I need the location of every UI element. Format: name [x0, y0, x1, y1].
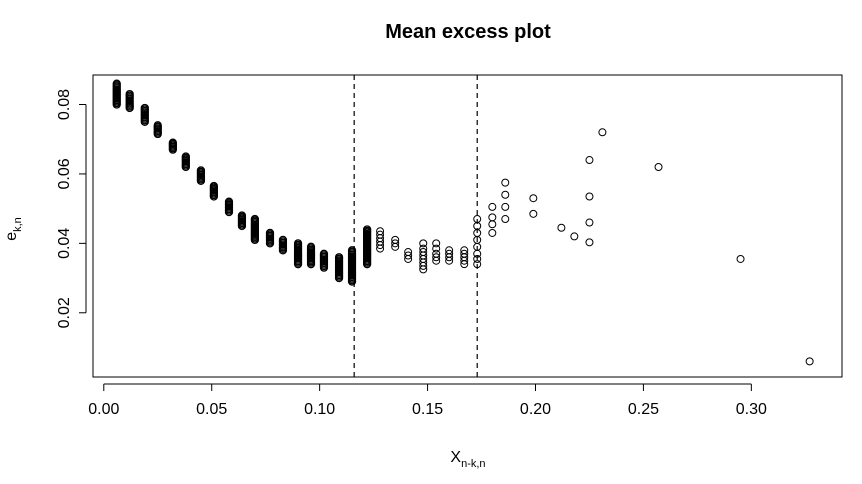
y-tick-label: 0.08	[56, 89, 73, 120]
data-point	[125, 103, 134, 113]
data-point	[224, 207, 234, 217]
plot-frame	[92, 74, 843, 378]
data-point	[391, 242, 400, 251]
data-point	[654, 162, 663, 171]
x-tick-label: 0.10	[304, 401, 335, 418]
data-point	[140, 117, 149, 127]
data-point	[404, 251, 413, 260]
data-point	[529, 194, 538, 203]
data-point	[181, 162, 190, 172]
data-point	[473, 260, 482, 269]
x-tick-label: 0.15	[412, 401, 443, 418]
plot-layer	[112, 75, 814, 377]
y-axis-title: ek,n	[3, 217, 24, 241]
data-point	[278, 246, 288, 255]
data-point	[168, 145, 178, 154]
data-point	[376, 244, 385, 253]
data-point	[363, 230, 372, 239]
axes-layer: 0.00 0.05 0.10 0.15 0.20 0.25 0.30 0.02 0.04 0.06…	[56, 74, 843, 418]
data-point	[736, 254, 745, 263]
data-point	[362, 260, 372, 269]
data-point	[250, 235, 260, 245]
data-point	[585, 192, 594, 201]
data-point	[557, 223, 566, 232]
data-point	[585, 238, 594, 247]
data-point	[585, 156, 594, 165]
chart-title: Mean excess plot	[385, 21, 551, 43]
data-point	[570, 232, 579, 241]
y-axis-title-base: e	[3, 232, 20, 241]
data-point	[293, 260, 303, 269]
data-point	[391, 239, 400, 248]
x-tick-label: 0.00	[88, 401, 119, 418]
data-point	[585, 218, 594, 227]
data-point	[265, 239, 275, 248]
data-point	[432, 244, 441, 253]
data-point	[488, 213, 497, 222]
data-point	[432, 253, 441, 262]
data-point	[488, 228, 497, 237]
data-point	[529, 209, 538, 218]
data-point	[363, 234, 372, 243]
data-point	[419, 261, 428, 270]
data-point	[445, 256, 454, 265]
data-point	[153, 129, 162, 139]
data-point	[237, 221, 247, 231]
data-point	[460, 256, 469, 265]
data-point	[112, 100, 121, 109]
y-tick-label: 0.02	[56, 297, 73, 328]
x-tick-label: 0.05	[196, 401, 227, 418]
y-tick-label: 0.06	[56, 158, 73, 189]
x-tick-label: 0.25	[628, 401, 659, 418]
data-point	[501, 202, 510, 211]
data-point	[598, 128, 607, 137]
x-axis-title-sub: n-k,n	[461, 458, 485, 470]
data-point	[501, 190, 510, 199]
data-point	[306, 260, 316, 269]
data-point	[460, 260, 469, 269]
data-point	[347, 277, 357, 286]
data-point	[501, 178, 510, 187]
data-point	[419, 265, 428, 274]
data-point	[488, 220, 497, 229]
data-point	[805, 357, 814, 366]
data-point	[473, 254, 482, 263]
data-point	[404, 254, 413, 263]
x-axis-title-base: X	[450, 449, 461, 466]
x-axis-title: Xn-k,n	[450, 449, 485, 470]
data-point	[319, 263, 329, 272]
y-axis-title-sub: k,n	[12, 217, 24, 232]
data-point	[473, 249, 482, 258]
y-tick-label: 0.04	[56, 228, 73, 259]
x-tick-label: 0.30	[736, 401, 767, 418]
data-point	[432, 239, 441, 248]
data-point	[488, 202, 497, 211]
data-point	[501, 215, 510, 224]
data-point	[334, 273, 344, 283]
data-point	[445, 253, 454, 262]
data-point	[376, 241, 385, 250]
x-tick-label: 0.20	[520, 401, 551, 418]
data-point	[432, 256, 441, 265]
data-point	[196, 176, 206, 186]
data-point	[209, 192, 219, 201]
data-point	[419, 239, 428, 248]
